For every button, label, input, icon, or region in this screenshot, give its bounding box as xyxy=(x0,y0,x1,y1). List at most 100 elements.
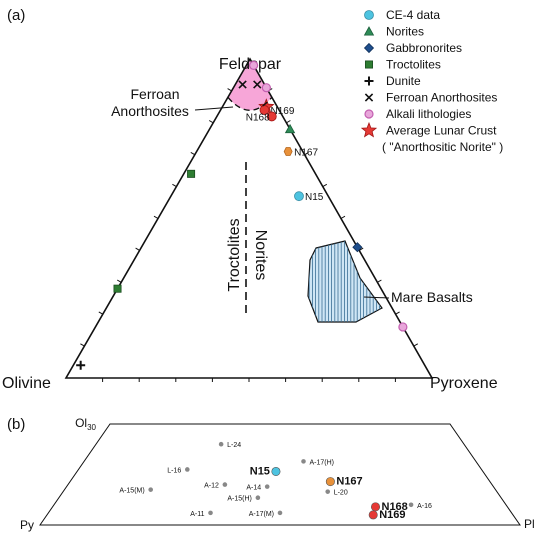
gabbronorites-marker xyxy=(352,242,363,253)
tick-right xyxy=(413,343,419,347)
troctolites-label: Troctolites xyxy=(226,218,243,291)
projection-label: A-15(M) xyxy=(119,488,144,495)
tick-right xyxy=(304,151,309,156)
panel-b-label: (b) xyxy=(7,416,25,433)
projection-panel: Ol30 Py Pl L-24 L-16 A-17(H) N15 A-14 A-12 A-1… xyxy=(20,416,535,532)
projection-label: N15 xyxy=(250,465,270,477)
projection-label: A-16 xyxy=(417,503,432,510)
sample-label: N15 xyxy=(305,192,324,203)
tick-left xyxy=(135,247,140,251)
projection-marker xyxy=(371,502,381,512)
tick-left xyxy=(80,343,85,347)
sample-marker xyxy=(266,111,277,122)
corner-ol30: Ol30 xyxy=(75,416,96,432)
sample-marker xyxy=(259,105,270,115)
projection-marker xyxy=(264,484,270,489)
projection-label: L-24 xyxy=(227,442,241,449)
projection-marker xyxy=(325,489,331,494)
tick-right xyxy=(322,183,328,188)
legend-norites-label: Norites xyxy=(386,25,424,39)
legend-ce4-marker xyxy=(364,10,374,20)
legend-ferroan-label: Ferroan Anorthosites xyxy=(386,91,497,105)
legend-alkali-label: Alkali lithologies xyxy=(386,107,471,121)
projection-frame xyxy=(39,423,521,526)
legend-gabbronorites-label: Gabbronorites xyxy=(386,41,462,55)
troctolites-marker xyxy=(187,169,196,178)
sample-label: N168 xyxy=(246,112,270,123)
alkali-marker xyxy=(249,60,259,70)
legend-note-label: ( "Anorthositic Norite" ) xyxy=(382,140,503,154)
legend-norites-marker xyxy=(363,26,375,36)
projection-label: A-11 xyxy=(190,511,204,518)
projection-marker xyxy=(325,477,335,487)
projection-label: A-14 xyxy=(246,485,261,492)
legend-dunite-label: Dunite xyxy=(386,74,421,88)
alkali-marker xyxy=(261,83,271,93)
sample-label: N169 xyxy=(270,106,294,117)
legend-troctolites-label: Troctolites xyxy=(386,58,441,72)
tick-right xyxy=(286,120,291,124)
corner-py: Py xyxy=(20,518,34,532)
legend-troctolites-marker xyxy=(364,60,373,69)
tick-left xyxy=(172,183,177,188)
tick-right xyxy=(340,215,346,219)
projection-marker xyxy=(271,466,281,476)
vertex-pyroxene: Pyroxene xyxy=(430,375,498,392)
projection-marker xyxy=(185,467,190,472)
projection-label: N167 xyxy=(336,476,362,488)
ferroan-marker xyxy=(238,80,247,89)
sample-marker xyxy=(294,191,304,202)
norites-label: Norites xyxy=(252,230,269,281)
projection-marker xyxy=(277,510,283,516)
triangle-ticks xyxy=(80,88,419,382)
dunite-marker xyxy=(76,360,86,370)
projection-points: L-24 L-16 A-17(H) N15 A-14 A-12 A-15(M) A-15(H)… xyxy=(119,441,432,521)
ferroan-field xyxy=(227,59,272,111)
legend-gabbronorites-marker xyxy=(363,42,375,54)
tick-right xyxy=(395,311,400,315)
corner-pl: Pl xyxy=(524,517,535,531)
ferroan-marker xyxy=(253,80,262,89)
reference-points xyxy=(76,60,408,370)
tick-left xyxy=(116,279,122,283)
tick-left xyxy=(190,151,196,156)
vertex-olivine: Olivine xyxy=(2,375,51,392)
sample-marker xyxy=(283,147,293,156)
ferroan-leader xyxy=(194,106,234,111)
projection-marker xyxy=(148,487,153,492)
legend-dunite-marker xyxy=(364,76,374,86)
projection-marker xyxy=(222,482,228,487)
projection-label: A-17(M) xyxy=(249,511,274,518)
norites-marker xyxy=(284,123,296,134)
tick-right xyxy=(358,247,364,251)
ferroan-boundary xyxy=(227,96,273,111)
ferroan-label-line1: Ferroan xyxy=(130,86,179,102)
legend-crust_star-label: Average Lunar Crust xyxy=(386,124,497,138)
tick-left xyxy=(98,311,104,315)
mare-leader xyxy=(363,296,390,299)
projection-label: A-12 xyxy=(204,483,219,490)
troctolites-marker xyxy=(113,284,122,293)
projection-label: A-15(H) xyxy=(227,496,252,503)
projection-marker xyxy=(368,510,378,520)
projection-label: L-20 xyxy=(334,490,348,497)
legend-alkali-marker xyxy=(364,109,374,119)
legend: CE-4 data Norites Gabbronorites Troctolites… xyxy=(360,8,503,154)
projection-marker xyxy=(208,510,213,516)
tick-left xyxy=(208,120,214,124)
alkali-marker xyxy=(398,322,408,332)
tick-left xyxy=(153,215,159,219)
ferroan-label-line2: Anorthosites xyxy=(111,103,189,119)
legend-crust_star-marker xyxy=(360,121,378,138)
tick-left xyxy=(227,88,232,92)
mare-basalts-label: Mare Basalts xyxy=(391,289,473,305)
projection-marker xyxy=(301,459,306,464)
projection-label: L-16 xyxy=(167,467,181,474)
projection-marker xyxy=(255,495,261,501)
projection-label: N169 xyxy=(379,509,405,521)
projection-marker xyxy=(408,502,414,508)
legend-ce4-label: CE-4 data xyxy=(386,8,440,22)
legend-ferroan-marker xyxy=(364,93,374,102)
